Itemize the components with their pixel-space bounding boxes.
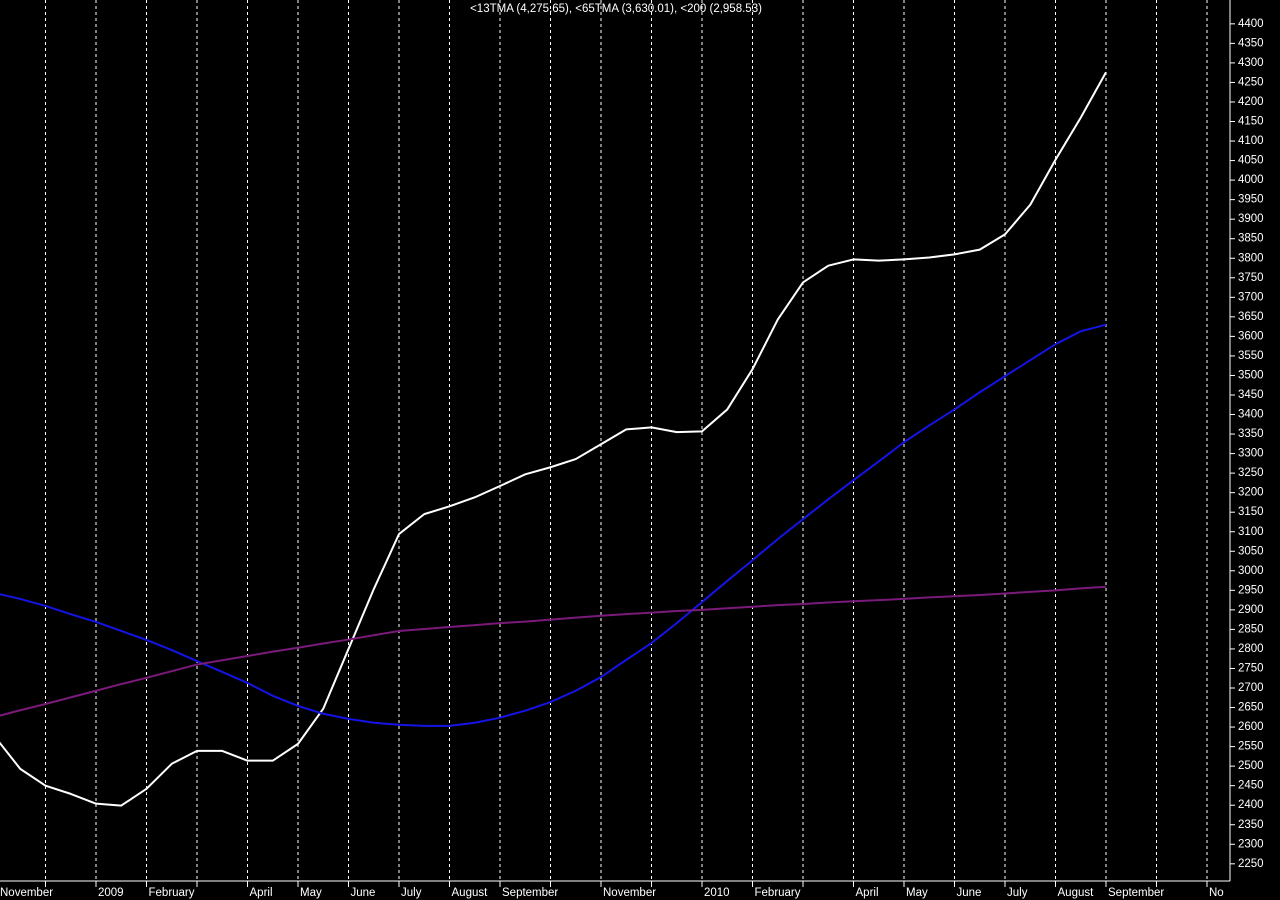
- series-line: [0, 71, 1107, 807]
- y-tick-label: 3050: [1238, 545, 1264, 557]
- x-tick-label: July: [1007, 887, 1028, 899]
- y-tick-label: 4350: [1238, 37, 1264, 49]
- y-tick-label: 4150: [1238, 116, 1264, 128]
- y-tick-label: 2800: [1238, 643, 1264, 655]
- y-tick-label: 4300: [1238, 57, 1264, 69]
- chart-title: <13TMA (4,275.65), <65TMA (3,630.01), <2…: [470, 3, 762, 15]
- y-tick-label: 2400: [1238, 799, 1264, 811]
- x-tick-label: 2010: [704, 887, 730, 899]
- x-tick-label: June: [957, 887, 982, 899]
- y-tick-label: 3800: [1238, 252, 1264, 264]
- y-tick-label: 3550: [1238, 350, 1264, 362]
- x-tick-label: April: [250, 887, 273, 899]
- x-tick-label: April: [856, 887, 879, 899]
- y-tick-label: 4000: [1238, 174, 1264, 186]
- y-tick-label: 2900: [1238, 604, 1264, 616]
- y-tick-label: 2700: [1238, 682, 1264, 694]
- x-tick-label: May: [906, 887, 928, 899]
- x-tick-label: November: [0, 887, 53, 899]
- y-tick-label: 3250: [1238, 467, 1264, 479]
- x-tick-label: September: [1108, 887, 1164, 899]
- y-tick-label: 2950: [1238, 584, 1264, 596]
- y-tick-label: 3300: [1238, 448, 1264, 460]
- y-tick-label: 2850: [1238, 623, 1264, 635]
- x-tick-label: August: [452, 887, 489, 899]
- y-tick-label: 3150: [1238, 506, 1264, 518]
- y-tick-label: 2750: [1238, 662, 1264, 674]
- series-line: [0, 323, 1107, 727]
- y-tick-label: 3900: [1238, 213, 1264, 225]
- x-tick-label: 2009: [98, 887, 124, 899]
- y-tick-label: 3400: [1238, 409, 1264, 421]
- y-tick-label: 3000: [1238, 565, 1264, 577]
- x-tick-label: February: [149, 887, 195, 899]
- y-tick-label: 3500: [1238, 369, 1264, 381]
- y-tick-label: 2500: [1238, 760, 1264, 772]
- y-tick-label: 2300: [1238, 838, 1264, 850]
- x-tick-label: November: [603, 887, 656, 899]
- y-tick-label: 2250: [1238, 858, 1264, 870]
- x-tick-label: February: [755, 887, 801, 899]
- y-tick-label: 3850: [1238, 233, 1264, 245]
- y-tick-label: 3700: [1238, 291, 1264, 303]
- y-tick-label: 3100: [1238, 526, 1264, 538]
- y-tick-label: 3650: [1238, 311, 1264, 323]
- x-tick-label: September: [502, 887, 558, 899]
- x-tick-label: July: [401, 887, 422, 899]
- y-tick-label: 3950: [1238, 194, 1264, 206]
- y-tick-label: 2350: [1238, 819, 1264, 831]
- x-tick-label: May: [300, 887, 322, 899]
- y-tick-label: 3750: [1238, 272, 1264, 284]
- y-tick-label: 2550: [1238, 741, 1264, 753]
- y-tick-label: 4200: [1238, 96, 1264, 108]
- series-line: [0, 585, 1107, 717]
- y-tick-label: 3450: [1238, 389, 1264, 401]
- y-tick-label: 2650: [1238, 702, 1264, 714]
- y-tick-label: 4100: [1238, 135, 1264, 147]
- y-tick-label: 4250: [1238, 76, 1264, 88]
- x-tick-label: June: [351, 887, 376, 899]
- y-tick-label: 2450: [1238, 780, 1264, 792]
- x-tick-label: No: [1209, 887, 1224, 899]
- y-tick-label: 2600: [1238, 721, 1264, 733]
- y-tick-label: 3600: [1238, 330, 1264, 342]
- y-tick-label: 3350: [1238, 428, 1264, 440]
- y-tick-label: 4400: [1238, 18, 1264, 30]
- y-tick-label: 4050: [1238, 155, 1264, 167]
- x-tick-label: August: [1058, 887, 1095, 899]
- y-tick-label: 3200: [1238, 487, 1264, 499]
